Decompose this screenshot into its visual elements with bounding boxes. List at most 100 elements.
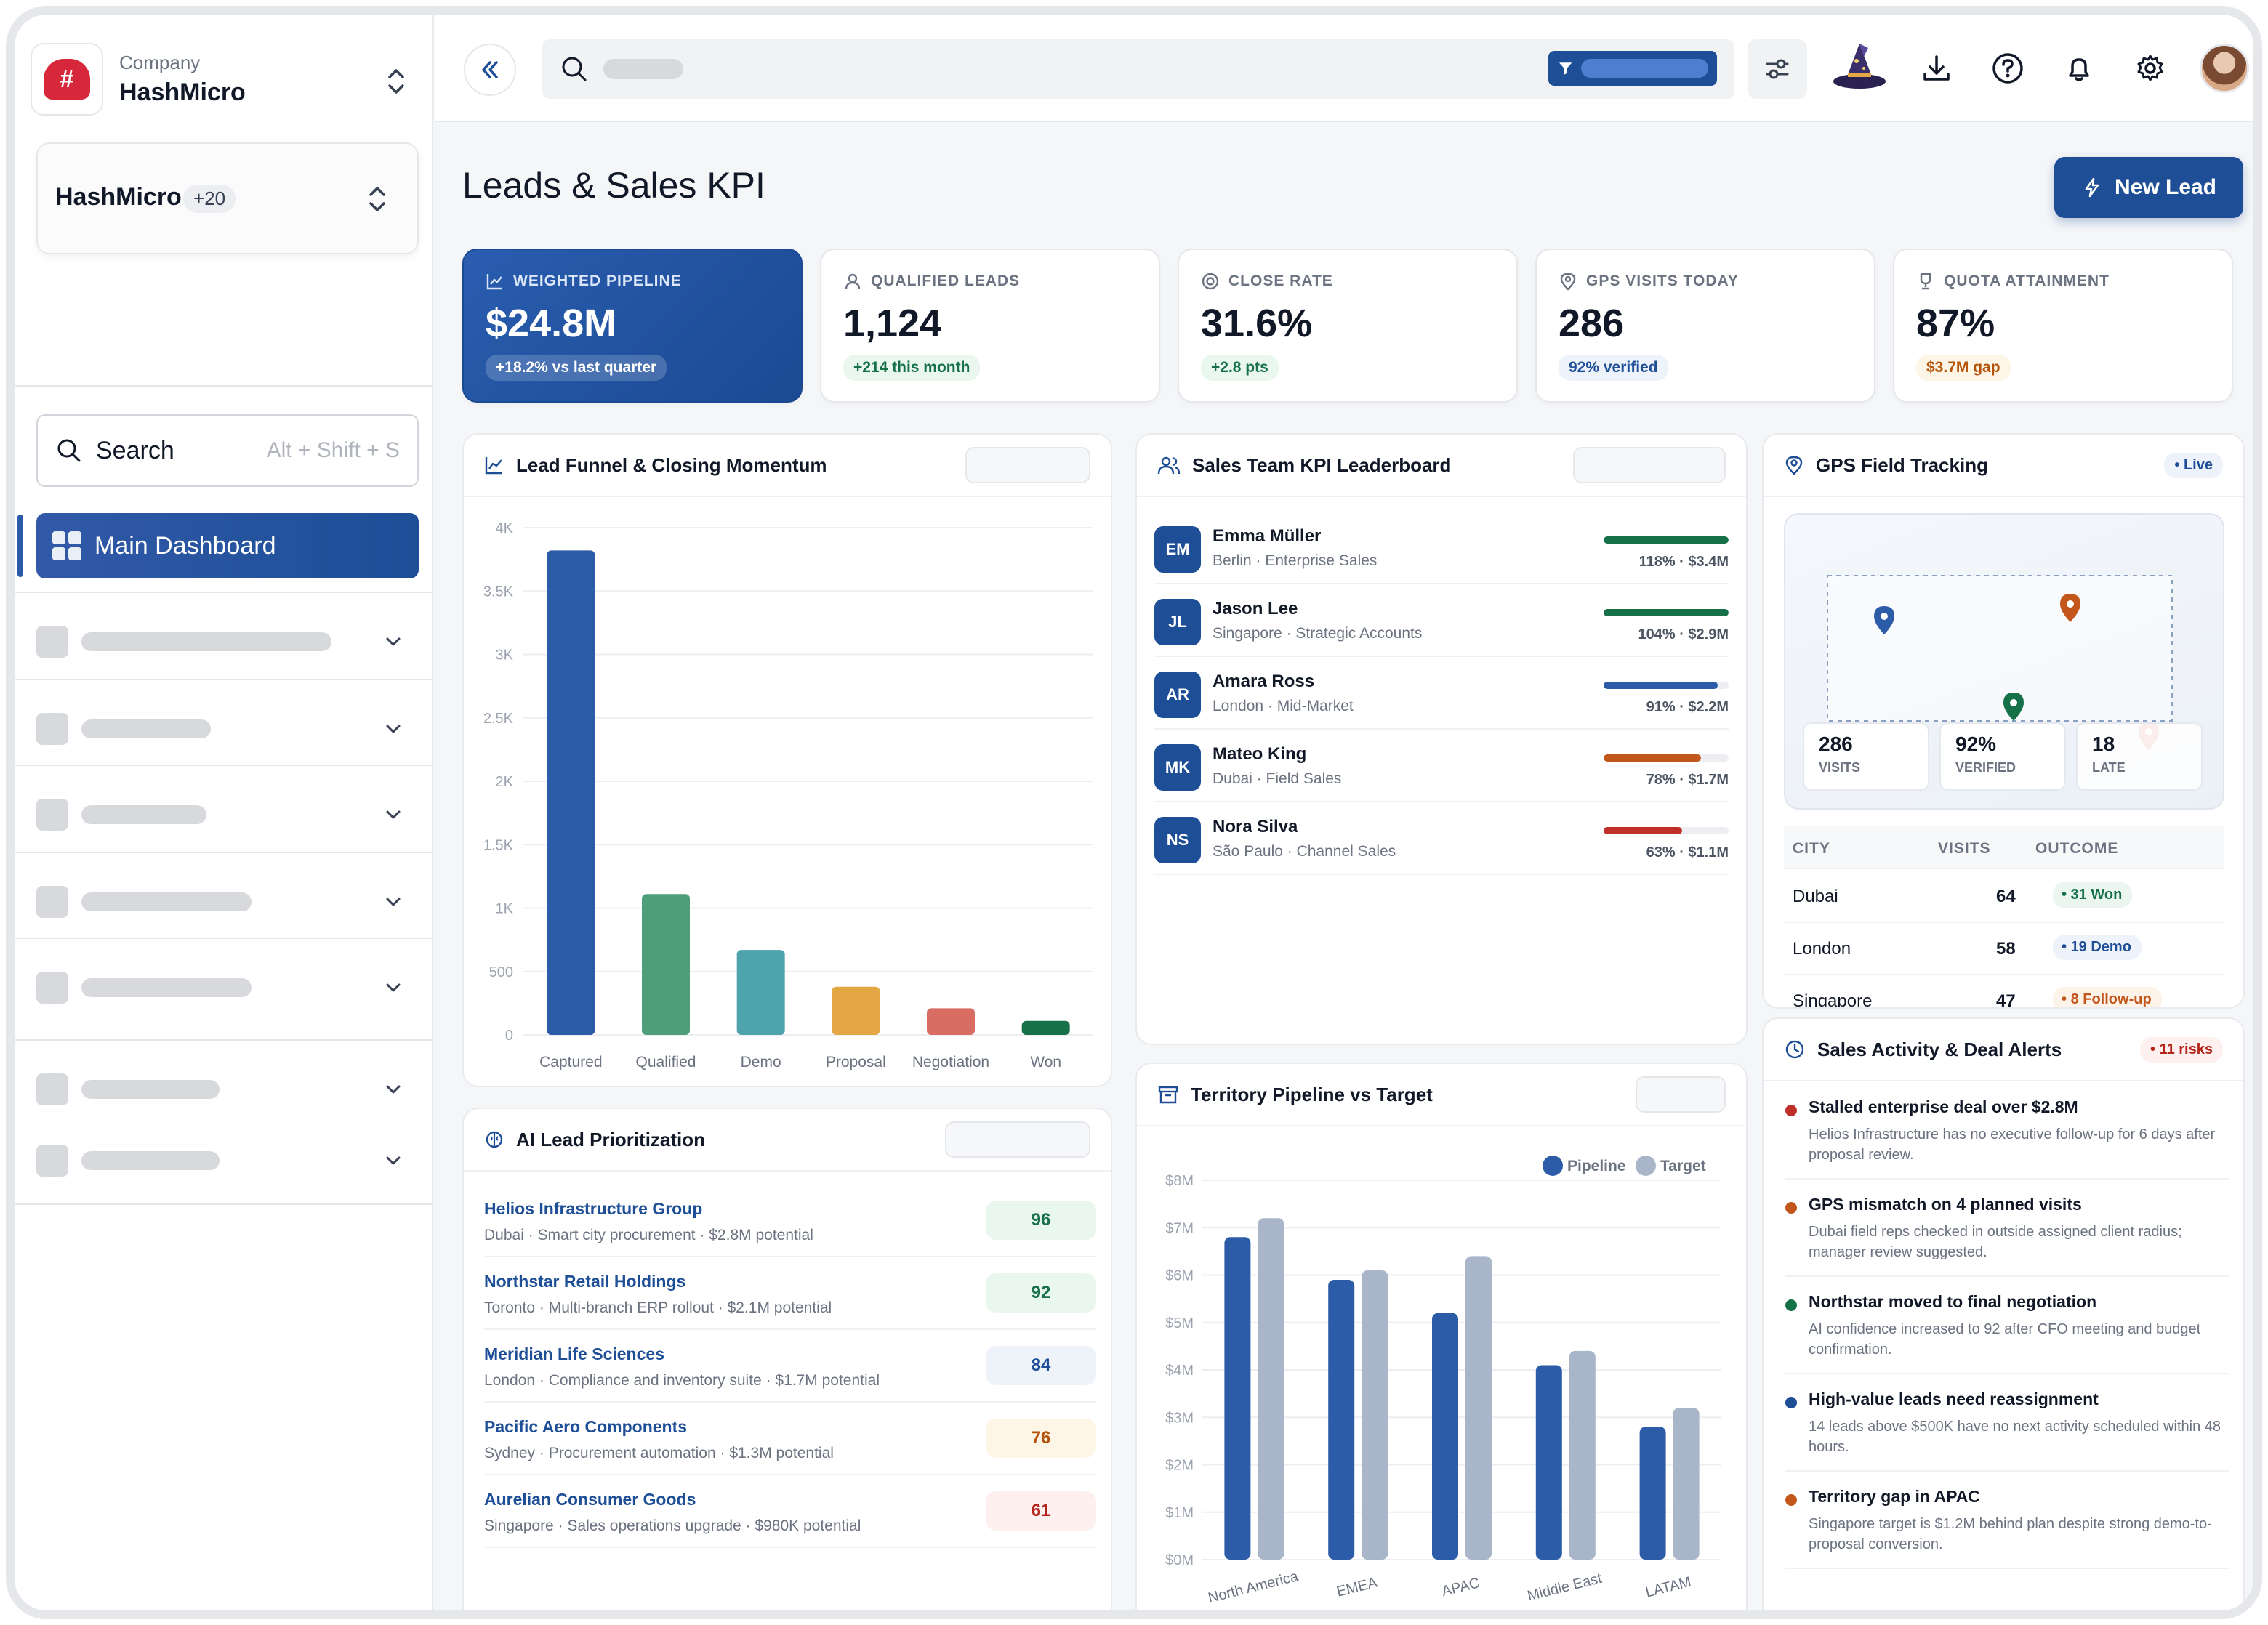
y-tick-label: $5M — [1165, 1315, 1194, 1331]
lead-name-link[interactable]: Pacific Aero Components — [484, 1417, 688, 1436]
table-row[interactable]: London 58 • 19 Demo — [1784, 923, 2224, 975]
search-shortcut-hint: Alt + Shift + S — [266, 438, 400, 462]
map-pin-icon[interactable] — [2003, 693, 2024, 721]
filter-dropdown[interactable] — [1636, 1076, 1726, 1113]
territory-chart: $0M $1M $2M $3M $4M $5M $6M $7M $8M Pipeline Targe… — [1165, 1156, 1721, 1606]
lead-row[interactable]: Meridian Life Sciences London · Complian… — [484, 1330, 1096, 1403]
company-label: Company — [119, 52, 201, 73]
company-switcher[interactable]: # Company HashMicro — [31, 39, 423, 119]
filter-icon — [1559, 62, 1572, 75]
sidebar-item-placeholder[interactable] — [36, 689, 419, 769]
alert-item[interactable]: High-value leads need reassignment 14 le… — [1785, 1390, 2229, 1472]
download-icon[interactable] — [1916, 48, 1957, 89]
bar-pipeline[interactable] — [1639, 1427, 1666, 1560]
leaderboard-row[interactable]: NS Nora Silva São Paulo · Channel Sales … — [1154, 802, 1729, 875]
bell-icon[interactable] — [2059, 48, 2099, 89]
page-title: Leads & Sales KPI — [462, 165, 765, 206]
user-avatar[interactable] — [2200, 44, 2249, 93]
lead-row[interactable]: Helios Infrastructure Group Dubai · Smar… — [484, 1185, 1096, 1257]
leaderboard-row[interactable]: JL Jason Lee Singapore · Strategic Accou… — [1154, 584, 1729, 657]
rep-detail: London · Mid-Market — [1213, 698, 1354, 714]
bar-target[interactable] — [1362, 1270, 1388, 1560]
kpi-card-weighted-pipeline[interactable]: WEIGHTED PIPELINE $24.8M +18.2% vs last … — [462, 249, 803, 403]
kpi-card-close-rate[interactable]: CLOSE RATE 31.6% +2.8 pts — [1178, 249, 1518, 403]
sidebar-item-placeholder[interactable] — [36, 602, 419, 682]
alert-description: 14 leads above $500K have no next activi… — [1809, 1419, 2221, 1455]
alert-item[interactable]: Northstar moved to final negotiation AI … — [1785, 1292, 2229, 1374]
bar[interactable] — [927, 1008, 975, 1035]
bar-pipeline[interactable] — [1224, 1237, 1251, 1560]
sidebar-search-input[interactable]: Search Alt + Shift + S — [36, 414, 419, 487]
avatar: AR — [1154, 672, 1201, 718]
placeholder-label — [81, 978, 252, 997]
kpi-card-gps-visits[interactable]: GPS VISITS TODAY 286 92% verified — [1535, 249, 1875, 403]
y-tick-label: $8M — [1165, 1173, 1194, 1189]
lead-name-link[interactable]: Meridian Life Sciences — [484, 1344, 664, 1363]
leaderboard-row[interactable]: EM Emma Müller Berlin · Enterprise Sales… — [1154, 512, 1729, 584]
search-filter-button[interactable] — [1548, 51, 1717, 86]
filter-dropdown[interactable] — [1573, 447, 1726, 483]
column-header-outcome: OUTCOME — [2035, 840, 2119, 857]
gps-map[interactable]: 286 VISITS 92% VERIFIED 18 LATE — [1784, 513, 2224, 810]
bar-target[interactable] — [1465, 1256, 1492, 1560]
lead-name-link[interactable]: Northstar Retail Holdings — [484, 1272, 686, 1291]
kpi-label: GPS VISITS TODAY — [1586, 273, 1739, 289]
filter-dropdown[interactable] — [965, 447, 1090, 483]
sidebar-item-placeholder[interactable] — [36, 1049, 419, 1129]
bar-target[interactable] — [1673, 1408, 1700, 1560]
workspace-switcher[interactable]: HashMicro +20 — [36, 142, 419, 254]
map-pin-icon[interactable] — [1874, 606, 1894, 634]
bar-target[interactable] — [1569, 1350, 1596, 1560]
bar-target[interactable] — [1258, 1218, 1284, 1560]
divider — [15, 852, 433, 853]
workspace-count-badge: +20 — [183, 185, 236, 213]
bar-pipeline[interactable] — [1328, 1280, 1355, 1560]
table-row[interactable]: Dubai 64 • 31 Won — [1784, 871, 2224, 923]
sidebar-item-label: Main Dashboard — [94, 531, 276, 560]
bar[interactable] — [832, 986, 880, 1035]
table-row[interactable]: Singapore 47 • 8 Follow-up — [1784, 975, 2224, 1007]
wizard-hat-icon[interactable] — [1830, 41, 1889, 96]
placeholder-label — [81, 1151, 220, 1170]
kpi-card-quota-attainment[interactable]: QUOTA ATTAINMENT 87% $3.7M gap — [1893, 249, 2233, 403]
adjustments-button[interactable] — [1748, 39, 1807, 99]
leaderboard-row[interactable]: AR Amara Ross London · Mid-Market 91% · … — [1154, 657, 1729, 730]
sidebar-item-main-dashboard[interactable]: Main Dashboard — [36, 513, 419, 578]
bar-pipeline[interactable] — [1535, 1365, 1562, 1560]
bar-pipeline[interactable] — [1432, 1312, 1458, 1560]
help-icon[interactable] — [1987, 48, 2028, 89]
new-lead-button[interactable]: New Lead — [2054, 157, 2243, 218]
lead-row[interactable]: Northstar Retail Holdings Toronto · Mult… — [484, 1257, 1096, 1330]
map-pin-icon[interactable] — [2060, 594, 2080, 622]
bar[interactable] — [547, 550, 595, 1035]
alert-item[interactable]: Stalled enterprise deal over $2.8M Helio… — [1785, 1097, 2229, 1180]
alert-item[interactable]: Territory gap in APAC Singapore target i… — [1785, 1487, 2229, 1569]
leaderboard-row[interactable]: MK Mateo King Dubai · Field Sales 78% · … — [1154, 730, 1729, 802]
sidebar-item-placeholder[interactable] — [36, 775, 419, 855]
alert-item[interactable]: GPS mismatch on 4 planned visits Dubai f… — [1785, 1195, 2229, 1277]
sidebar-item-placeholder[interactable] — [36, 862, 419, 942]
alert-title: Stalled enterprise deal over $2.8M — [1809, 1097, 2078, 1116]
trend-icon — [485, 457, 502, 475]
sidebar-item-placeholder[interactable] — [36, 1121, 419, 1201]
sidebar-item-placeholder[interactable] — [36, 948, 419, 1028]
lead-name-link[interactable]: Helios Infrastructure Group — [484, 1199, 703, 1218]
gear-icon[interactable] — [2130, 48, 2171, 89]
lead-name-link[interactable]: Aurelian Consumer Goods — [484, 1490, 696, 1509]
filter-dropdown[interactable] — [945, 1121, 1090, 1158]
global-search-input[interactable] — [542, 39, 1734, 99]
card-title: Territory Pipeline vs Target — [1191, 1083, 1433, 1105]
bar[interactable] — [736, 950, 785, 1035]
lead-row[interactable]: Pacific Aero Components Sydney · Procure… — [484, 1403, 1096, 1475]
placeholder-label — [81, 1080, 220, 1099]
bar[interactable] — [1021, 1020, 1070, 1035]
lead-row[interactable]: Aurelian Consumer Goods Singapore · Sale… — [484, 1475, 1096, 1548]
alert-status-dot — [1785, 1397, 1797, 1408]
risks-badge: • 11 risks — [2140, 1036, 2223, 1062]
kpi-badge: +214 this month — [843, 355, 981, 381]
kpi-card-qualified-leads[interactable]: QUALIFIED LEADS 1,124 +214 this month — [820, 249, 1160, 403]
bar[interactable] — [642, 894, 690, 1035]
kpi-label: QUOTA ATTAINMENT — [1944, 273, 2110, 289]
collapse-sidebar-button[interactable] — [464, 44, 516, 96]
filter-placeholder — [1581, 59, 1708, 78]
